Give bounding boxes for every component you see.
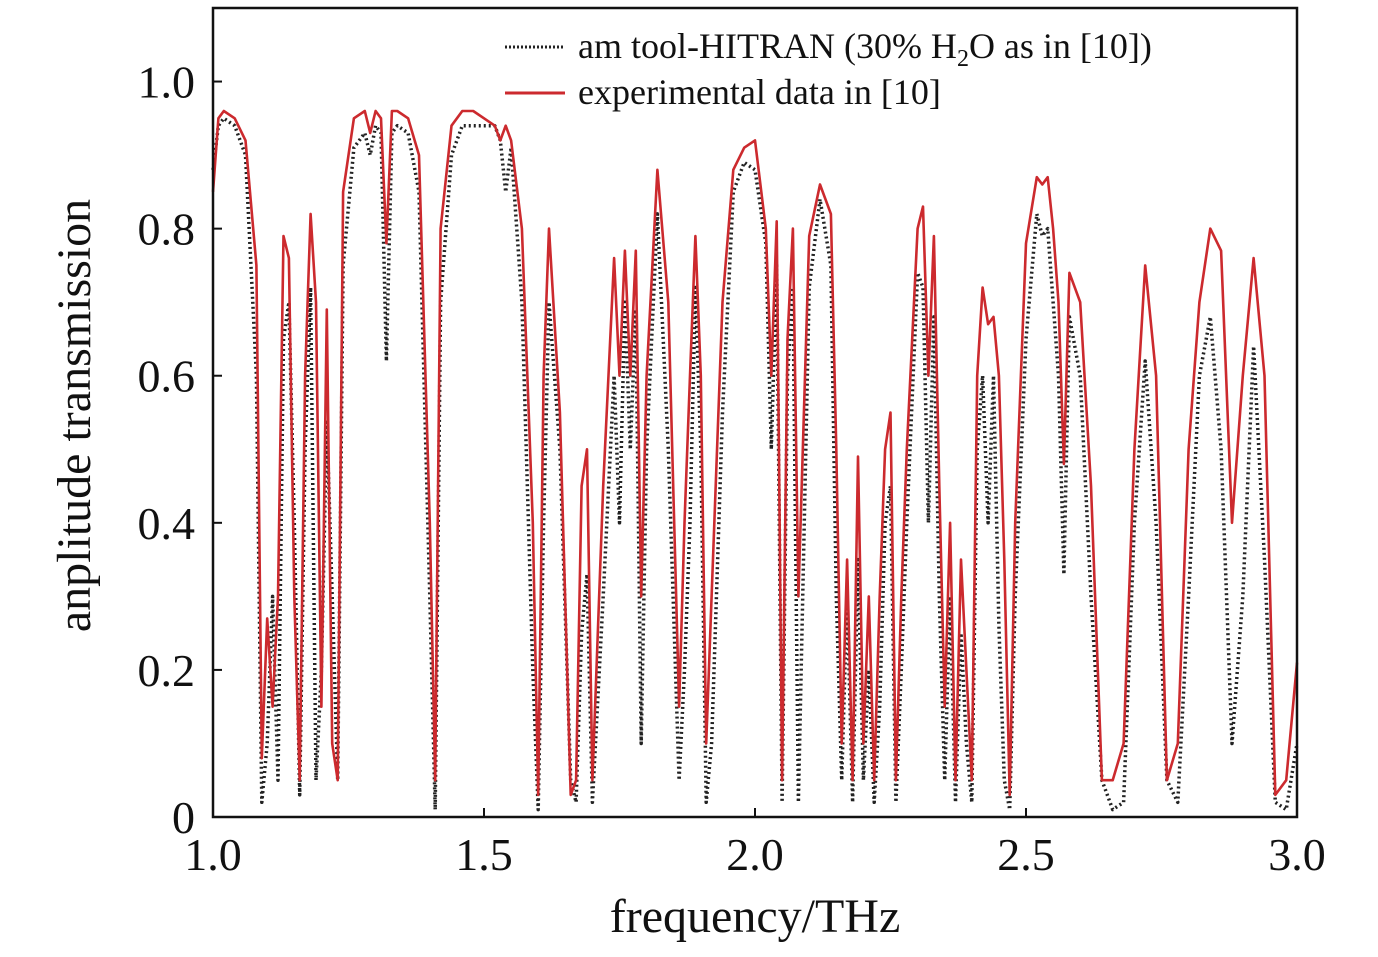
ticks-layer: 1.0 1.5 2.0 2.5 3.0 0 0.2 0.4 0.6 0.8 1.0 (138, 57, 1326, 880)
x-tick-label: 1.5 (455, 829, 513, 880)
series-layer (211, 109, 1299, 812)
legend-hitran-text-before: am tool-HITRAN (30% H (578, 26, 957, 66)
plot-frame (211, 6, 1299, 819)
y-tick-label: 0.4 (138, 498, 196, 549)
x-tick-label: 3.0 (1268, 829, 1326, 880)
y-tick-label: 0.8 (138, 204, 196, 255)
y-tick-label: 1.0 (138, 57, 196, 108)
legend-hitran-text-after: O as in [10]) (969, 26, 1152, 66)
x-axis-label: frequency/THz (610, 890, 901, 943)
y-tick-label: 0.2 (138, 645, 196, 696)
legend-label-hitran: am tool-HITRAN (30% H2O as in [10]) (578, 26, 1152, 72)
series-line-hitran (211, 116, 1299, 812)
x-tick-label: 2.0 (726, 829, 784, 880)
y-tick-label: 0.6 (138, 351, 196, 402)
series-line-experimental (211, 109, 1299, 797)
legend: am tool-HITRAN (30% H2O as in [10]) expe… (505, 26, 1152, 112)
y-axis-label: anplitude transmission (48, 199, 101, 632)
legend-hitran-subscript: 2 (957, 46, 969, 72)
x-tick-label: 2.5 (997, 829, 1055, 880)
legend-label-experimental: experimental data in [10] (578, 72, 941, 112)
x-tick-label: 1.0 (184, 829, 242, 880)
y-tick-label: 0 (172, 792, 195, 843)
